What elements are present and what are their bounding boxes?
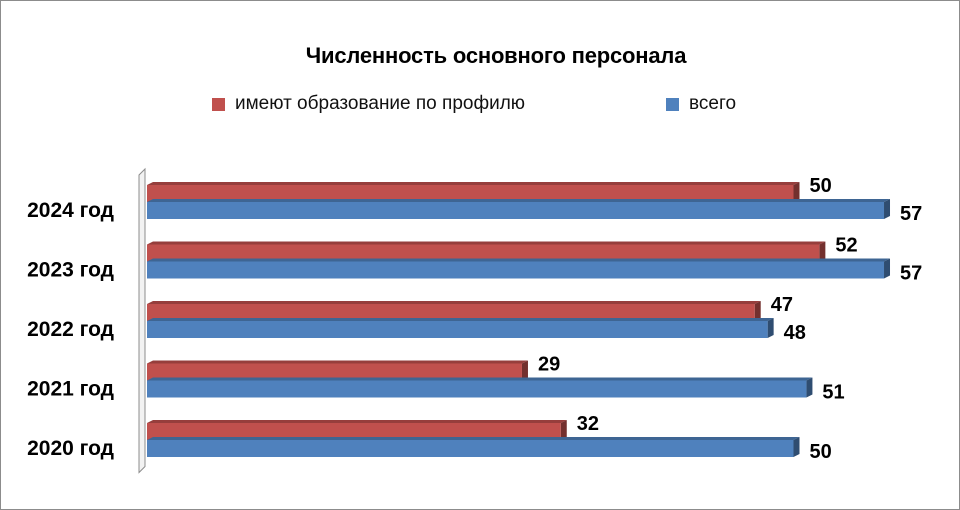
bar xyxy=(147,440,794,457)
bars xyxy=(147,182,891,457)
bar xyxy=(147,321,768,338)
legend-swatch-profile xyxy=(212,97,225,111)
bar xyxy=(147,261,885,279)
data-label: 47 xyxy=(771,294,793,316)
bar-top xyxy=(147,420,567,423)
bar-top xyxy=(147,258,891,262)
bar-side xyxy=(884,199,891,219)
bar-top xyxy=(147,199,891,202)
bar-side xyxy=(754,301,761,321)
data-label: 29 xyxy=(538,354,560,376)
bar-top xyxy=(147,301,761,304)
bar xyxy=(147,304,755,321)
bar xyxy=(147,380,807,398)
legend-label-total: всего xyxy=(689,93,737,114)
axis-wall xyxy=(138,167,146,474)
bar-top xyxy=(147,360,528,364)
bar-side xyxy=(560,420,567,440)
bar-side xyxy=(806,377,813,398)
data-label: 32 xyxy=(577,413,599,435)
category-label: 2021 год xyxy=(27,378,114,401)
data-label: 52 xyxy=(835,235,857,257)
legend-item-total: всего xyxy=(666,93,736,115)
bar-side xyxy=(521,360,528,381)
axis-wall-shape xyxy=(138,167,146,474)
legend-swatch-total xyxy=(666,97,679,111)
value-labels: 50 57 52 57 47 48 29 51 32 50 xyxy=(538,175,922,463)
bar xyxy=(147,185,794,202)
data-label: 50 xyxy=(810,175,832,197)
legend-label-profile: имеют образование по профилю xyxy=(235,93,526,114)
data-label: 57 xyxy=(900,263,922,285)
bar-side xyxy=(884,258,891,279)
bar-top xyxy=(147,377,813,381)
bar-top xyxy=(147,182,800,185)
bar xyxy=(147,202,885,219)
category-labels: 2024 год 2023 год 2022 год 2021 год 2020 год xyxy=(27,199,114,460)
bar-side xyxy=(767,318,774,338)
chart-title: Численность основного персонала xyxy=(305,43,687,68)
bar-side xyxy=(793,437,800,457)
legend: имеют образование по профилю всего xyxy=(1,93,960,119)
bar-top xyxy=(147,241,826,245)
category-label: 2022 год xyxy=(27,318,114,341)
bar xyxy=(147,244,820,262)
category-label: 2024 год xyxy=(27,199,114,222)
category-label: 2023 год xyxy=(27,259,114,282)
data-label: 51 xyxy=(822,382,844,404)
bar-side xyxy=(793,182,800,202)
legend-item-profile: имеют образование по профилю xyxy=(212,93,525,115)
bar xyxy=(147,363,522,381)
data-label: 48 xyxy=(784,322,806,344)
category-label: 2020 год xyxy=(27,437,114,460)
bar xyxy=(147,423,561,440)
bar-top xyxy=(147,437,800,440)
bar-top xyxy=(147,318,774,321)
data-label: 57 xyxy=(900,203,922,225)
data-label: 50 xyxy=(810,441,832,463)
bar-side xyxy=(819,241,826,262)
